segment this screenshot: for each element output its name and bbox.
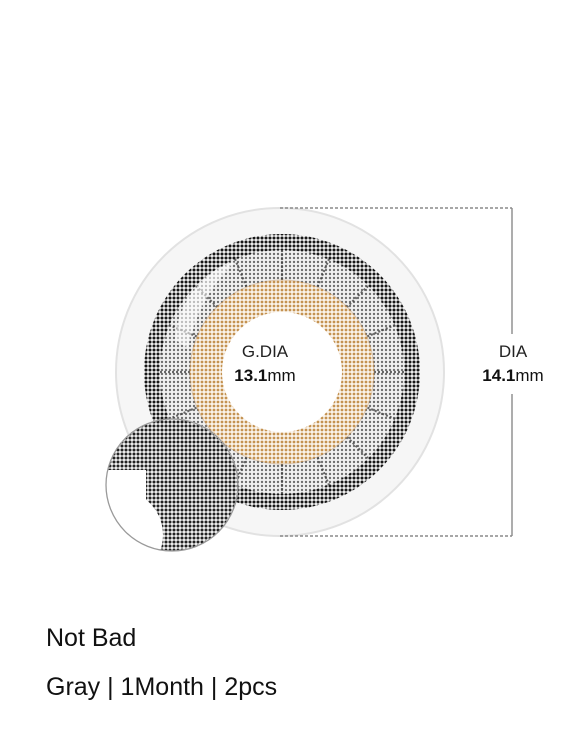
dia-value: 14.1mm	[463, 366, 563, 386]
dia-number: 14.1	[482, 366, 516, 385]
product-specs: Gray | 1Month | 2pcs	[46, 673, 278, 701]
zoom-magnifier	[105, 418, 239, 552]
lens-highlight	[175, 262, 235, 348]
gdia-value: 13.1mm	[215, 366, 315, 386]
dia-label: DIA	[498, 342, 528, 361]
gdia-unit: mm	[267, 366, 296, 385]
lens-pupil	[222, 312, 342, 432]
dia-dimension-line	[280, 207, 512, 537]
dia-unit: mm	[515, 366, 544, 385]
gdia-number: 13.1	[234, 366, 268, 385]
product-name: Not Bad	[46, 624, 137, 652]
gdia-label: G.DIA	[241, 342, 289, 361]
lens-diagram	[105, 207, 513, 552]
